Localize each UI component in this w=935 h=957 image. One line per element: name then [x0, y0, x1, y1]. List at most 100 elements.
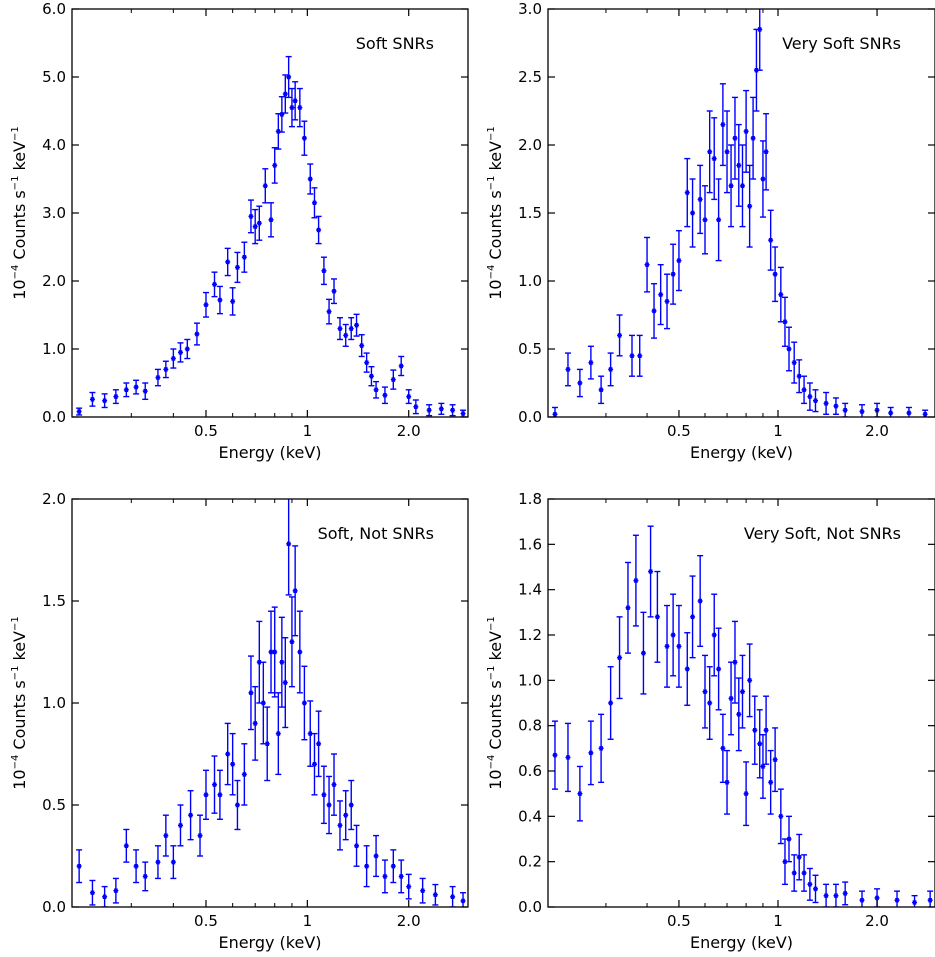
data-point [812, 874, 819, 904]
data-series [551, 525, 934, 907]
data-point [216, 769, 223, 820]
data-point [211, 755, 218, 814]
data-point [796, 833, 803, 881]
data-point [184, 338, 191, 360]
y-tick-label: 2.5 [518, 68, 542, 86]
data-point [719, 713, 726, 784]
data-point [260, 661, 267, 745]
data-point [743, 761, 750, 827]
data-point [307, 163, 314, 195]
data-point [911, 894, 918, 907]
y-tick-label: 1.0 [518, 272, 542, 290]
data-point [256, 205, 263, 241]
x-tick-label: 1 [303, 912, 313, 930]
data-point [689, 575, 696, 659]
data-point [234, 251, 241, 284]
y-tick-label: 2.0 [42, 272, 66, 290]
data-point [551, 720, 558, 790]
data-point [282, 74, 289, 114]
y-tick-label: 1.0 [518, 671, 542, 689]
panel-4: 0.5 1 2.0 0.0 0.2 0.4 0.6 0.8 1.0 1.2 1.4 1.6 1.8 Ver… [486, 490, 935, 952]
data-point [229, 287, 236, 316]
data-point [193, 322, 200, 346]
x-tick-label: 2.0 [397, 422, 421, 440]
data-point [801, 375, 808, 405]
data-point [187, 790, 194, 841]
data-point [142, 861, 149, 892]
data-point [331, 753, 338, 816]
data-point [216, 285, 223, 315]
data-point [123, 828, 130, 863]
data-point [607, 666, 614, 740]
data-point [405, 873, 412, 900]
data-point [689, 178, 696, 248]
data-point [247, 655, 254, 731]
data-point [133, 379, 140, 395]
data-point [358, 334, 365, 358]
data-point [288, 596, 295, 688]
data-point [123, 382, 130, 398]
data-point [759, 734, 766, 799]
y-tick-label: 1.5 [42, 592, 66, 610]
data-series [76, 499, 467, 907]
data-point [796, 359, 803, 394]
data-point [363, 845, 370, 888]
data-point [651, 283, 658, 339]
data-point [241, 241, 248, 273]
data-point [390, 369, 397, 390]
data-point [647, 525, 654, 618]
data-point [177, 342, 184, 363]
data-point [785, 815, 792, 863]
data-series [551, 9, 929, 417]
data-point [211, 271, 218, 298]
data-point [735, 123, 742, 207]
panel-3: 0.5 1 2.0 0.0 0.5 1.0 1.5 2.0 Soft, Not SNRs Ener… [10, 490, 469, 952]
data-point [76, 407, 83, 416]
data-point [438, 402, 445, 415]
panel-2: 0.5 1 2.0 0.0 0.5 1.0 1.5 2.0 2.5 3.0 Very Soft SN… [486, 0, 935, 462]
data-point [268, 202, 275, 238]
data-point [320, 256, 327, 286]
y-tick-label: 1.0 [42, 694, 66, 712]
data-point [292, 81, 299, 121]
data-point [801, 854, 808, 892]
data-point [264, 706, 271, 782]
data-point [241, 743, 248, 806]
data-point [657, 263, 664, 326]
data-point [449, 885, 456, 907]
data-point [894, 890, 901, 907]
data-point [301, 665, 308, 741]
data-point [806, 867, 813, 901]
data-point [587, 345, 594, 380]
data-point [706, 666, 713, 740]
data-point [576, 368, 583, 398]
data-point [412, 399, 419, 415]
data-point [271, 606, 278, 698]
y-tick-label: 1.0 [42, 340, 66, 358]
data-point [842, 881, 849, 906]
data-point [234, 779, 241, 831]
data-point [628, 334, 635, 377]
data-point [368, 365, 375, 387]
y-tick-label: 0.2 [518, 853, 542, 871]
axes-frame [547, 498, 935, 908]
data-point [315, 710, 322, 778]
data-point [616, 314, 623, 357]
data-point [759, 140, 766, 218]
data-point [731, 620, 738, 704]
panel-title: Soft SNRs [356, 34, 434, 53]
x-tick-label: 2.0 [865, 912, 889, 930]
data-point [224, 247, 231, 277]
data-point [373, 380, 380, 399]
y-tick-label: 0.0 [518, 898, 542, 916]
data-point [711, 593, 718, 677]
x-tick-label: 0.5 [194, 422, 218, 440]
y-tick-label: 1.2 [518, 626, 542, 644]
data-point [632, 534, 639, 627]
x-axis-label: Energy (keV) [690, 443, 793, 462]
y-tick-label: 3.0 [42, 204, 66, 222]
data-point [654, 570, 661, 663]
data-point [89, 391, 96, 407]
axes-frame [547, 8, 935, 418]
data-point [684, 632, 691, 706]
